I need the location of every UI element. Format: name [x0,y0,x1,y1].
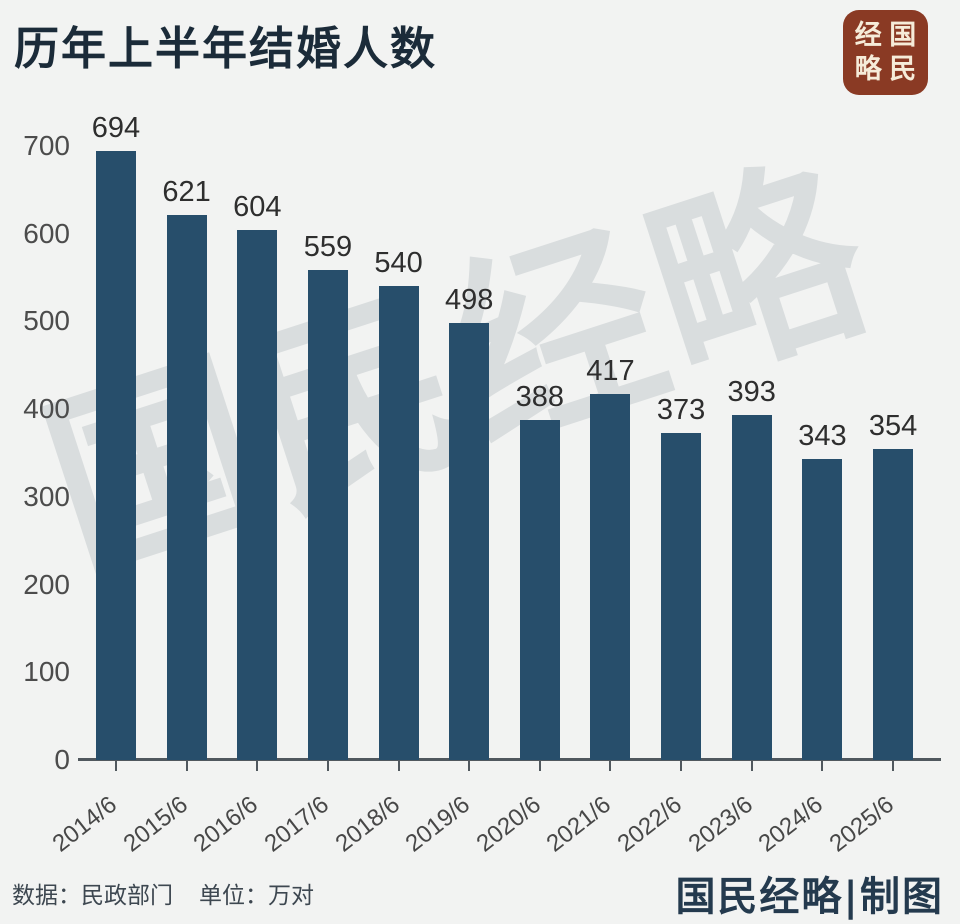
bar-2014-6 [96,151,136,760]
data-source-note: 数据：民政部门 单位：万对 [12,876,314,910]
bar-value-label: 354 [868,410,918,443]
x-axis-tick [821,761,824,771]
bar-value-label: 621 [162,176,211,209]
x-axis-tick [397,761,400,771]
y-axis-tick-label: 500 [23,305,70,337]
x-axis-tick [185,761,188,771]
y-axis-tick-label: 200 [23,568,70,600]
y-axis-tick-label: 0 [54,744,70,775]
bar-value-label: 604 [233,191,282,224]
x-axis-tick [680,761,683,771]
bar-value-label: 417 [586,355,635,388]
bar-value-label: 498 [444,284,494,317]
y-axis-tick-label: 600 [23,217,70,249]
x-axis-tick [326,761,329,771]
logo-char: 民 [889,54,917,86]
bar-2021-6 [590,394,631,760]
y-axis-tick-label: 700 [23,130,70,161]
x-axis-line [78,758,941,761]
y-axis-tick-label: 100 [23,656,70,688]
bar-value-label: 694 [91,112,141,145]
bar-2018-6 [378,286,419,760]
brand-logo-seal: 经 国 略 民 [843,10,928,95]
bar-2016-6 [237,230,278,760]
bar-value-label: 393 [727,376,776,409]
y-axis-tick-label: 400 [23,393,70,425]
y-axis-tick-label: 300 [23,480,70,512]
bar-2024-6 [802,459,843,760]
source-label: 数据： [12,882,81,908]
bar-value-label: 343 [798,420,847,453]
x-axis-tick [609,761,612,771]
unit-value: 万对 [268,882,314,908]
bar-2025-6 [873,449,914,760]
x-axis-tick [468,761,471,771]
bar-2017-6 [307,269,348,760]
bar-value-label: 373 [656,393,706,426]
x-axis-tick [750,761,753,771]
source-value: 民政部门 [81,882,173,908]
bar-value-label: 559 [303,230,353,263]
bar-2019-6 [449,323,490,760]
logo-char: 略 [854,54,882,86]
x-axis-tick [256,761,259,771]
unit-label: 单位： [199,882,268,908]
credit-signature: 国民经略|制图 [675,873,944,920]
bar-2020-6 [519,419,560,760]
bar-2015-6 [166,215,207,760]
bar-value-label: 388 [515,380,565,413]
bar-2023-6 [731,415,772,760]
x-axis-tick [892,761,895,771]
logo-char: 经 [854,19,882,51]
chart-title: 历年上半年结婚人数 [14,23,438,74]
bar-2022-6 [661,432,702,760]
bar-value-label: 540 [374,247,423,280]
logo-char: 国 [889,19,917,51]
x-axis-tick [538,761,541,771]
x-axis-tick [115,761,117,771]
